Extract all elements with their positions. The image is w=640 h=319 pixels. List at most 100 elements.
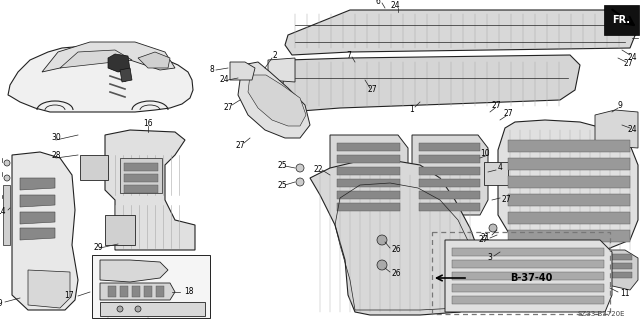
Polygon shape bbox=[20, 212, 55, 224]
Bar bbox=[432, 232, 610, 314]
Circle shape bbox=[135, 306, 141, 312]
Polygon shape bbox=[452, 272, 604, 280]
Polygon shape bbox=[419, 179, 480, 187]
Polygon shape bbox=[120, 68, 132, 82]
Polygon shape bbox=[108, 54, 130, 72]
Polygon shape bbox=[12, 152, 78, 310]
Text: 29: 29 bbox=[93, 243, 103, 253]
Text: 27: 27 bbox=[502, 196, 511, 204]
Polygon shape bbox=[282, 55, 580, 112]
Text: 18: 18 bbox=[184, 287, 193, 296]
Text: 8: 8 bbox=[210, 65, 214, 75]
Polygon shape bbox=[3, 185, 10, 245]
Polygon shape bbox=[412, 135, 488, 215]
Polygon shape bbox=[337, 203, 400, 211]
Circle shape bbox=[4, 175, 10, 181]
Polygon shape bbox=[337, 179, 400, 187]
Text: 17: 17 bbox=[65, 292, 74, 300]
Polygon shape bbox=[419, 155, 480, 163]
Polygon shape bbox=[452, 296, 604, 304]
Polygon shape bbox=[310, 160, 485, 315]
Text: 28: 28 bbox=[51, 151, 61, 160]
Text: 1: 1 bbox=[410, 105, 414, 114]
Polygon shape bbox=[80, 155, 108, 180]
Polygon shape bbox=[28, 270, 70, 308]
Polygon shape bbox=[285, 10, 638, 55]
Polygon shape bbox=[508, 158, 630, 170]
Text: 2: 2 bbox=[273, 51, 277, 61]
Text: 11: 11 bbox=[620, 290, 630, 299]
Text: 27: 27 bbox=[491, 101, 501, 110]
Polygon shape bbox=[452, 260, 604, 268]
Text: 25: 25 bbox=[277, 160, 287, 169]
Polygon shape bbox=[124, 185, 158, 193]
Polygon shape bbox=[452, 284, 604, 292]
Text: 26: 26 bbox=[392, 246, 402, 255]
Text: FR.: FR. bbox=[612, 15, 630, 25]
Polygon shape bbox=[238, 62, 310, 138]
Bar bbox=[144, 286, 152, 297]
Polygon shape bbox=[595, 110, 638, 148]
Polygon shape bbox=[8, 46, 193, 112]
Text: B-37-40: B-37-40 bbox=[510, 273, 552, 283]
Polygon shape bbox=[419, 191, 480, 199]
Bar bbox=[132, 286, 140, 297]
Polygon shape bbox=[484, 162, 508, 185]
Polygon shape bbox=[337, 155, 400, 163]
Polygon shape bbox=[42, 42, 175, 72]
Polygon shape bbox=[248, 75, 306, 126]
Polygon shape bbox=[20, 228, 55, 240]
Text: 27: 27 bbox=[478, 235, 488, 244]
Text: 26: 26 bbox=[392, 270, 402, 278]
Bar bbox=[108, 286, 116, 297]
Text: 14: 14 bbox=[0, 207, 6, 217]
Text: 24: 24 bbox=[219, 76, 229, 85]
Text: 27: 27 bbox=[503, 109, 513, 118]
Bar bbox=[604, 5, 639, 35]
Text: 24: 24 bbox=[627, 53, 637, 62]
Polygon shape bbox=[100, 283, 175, 300]
Polygon shape bbox=[230, 62, 255, 80]
Polygon shape bbox=[105, 130, 195, 250]
Polygon shape bbox=[508, 176, 630, 188]
Text: 9: 9 bbox=[618, 101, 623, 110]
Polygon shape bbox=[508, 194, 630, 206]
Text: 27: 27 bbox=[367, 85, 377, 94]
Text: 10: 10 bbox=[481, 149, 490, 158]
Text: SZ33-B3720E: SZ33-B3720E bbox=[577, 311, 625, 317]
Text: 30: 30 bbox=[51, 133, 61, 143]
Polygon shape bbox=[20, 195, 55, 207]
Polygon shape bbox=[508, 212, 630, 224]
Bar bbox=[156, 286, 164, 297]
Polygon shape bbox=[100, 302, 205, 316]
Circle shape bbox=[489, 224, 497, 232]
Text: 27: 27 bbox=[623, 60, 633, 69]
Polygon shape bbox=[419, 143, 480, 151]
Polygon shape bbox=[92, 255, 210, 318]
Text: 19: 19 bbox=[0, 300, 3, 308]
Polygon shape bbox=[268, 58, 295, 82]
Polygon shape bbox=[124, 174, 158, 182]
Text: 3: 3 bbox=[487, 254, 492, 263]
Text: 7: 7 bbox=[347, 50, 351, 60]
Bar bbox=[604, 272, 632, 278]
Polygon shape bbox=[452, 248, 604, 256]
Text: 24: 24 bbox=[627, 125, 637, 135]
Text: 21: 21 bbox=[481, 233, 490, 241]
Text: 4: 4 bbox=[498, 164, 503, 173]
Circle shape bbox=[296, 178, 304, 186]
Text: 27: 27 bbox=[235, 140, 245, 150]
Text: 27: 27 bbox=[223, 102, 233, 112]
Polygon shape bbox=[330, 135, 408, 215]
Polygon shape bbox=[20, 178, 55, 190]
Circle shape bbox=[296, 164, 304, 172]
Bar bbox=[604, 263, 632, 269]
Polygon shape bbox=[337, 191, 400, 199]
Text: 27: 27 bbox=[153, 318, 163, 319]
Text: 6: 6 bbox=[376, 0, 380, 6]
Text: 24: 24 bbox=[390, 2, 400, 11]
Circle shape bbox=[377, 235, 387, 245]
Polygon shape bbox=[105, 215, 135, 245]
Polygon shape bbox=[419, 167, 480, 175]
Bar bbox=[604, 254, 632, 260]
